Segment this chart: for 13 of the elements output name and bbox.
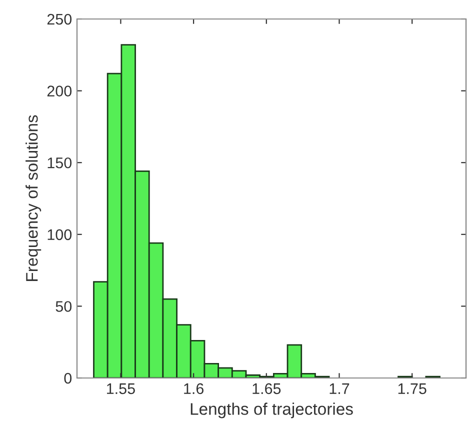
y-tick-label: 50 xyxy=(56,301,72,312)
y-tick-label: 0 xyxy=(64,372,72,384)
x-tick-label: 1.75 xyxy=(398,383,426,394)
y-tick-label: 250 xyxy=(47,14,72,25)
y-tick-label: 150 xyxy=(48,157,72,168)
y-tick-label: 200 xyxy=(47,86,72,96)
y-tick-label: 100 xyxy=(48,229,72,240)
y-axis-title: Frequency of solutions xyxy=(26,115,42,281)
x-tick-label: 1.65 xyxy=(252,383,281,394)
x-axis-title: Lengths of trajectories xyxy=(190,402,353,418)
x-tick-label: 1.55 xyxy=(107,383,135,394)
x-tick-label: 1.6 xyxy=(184,383,204,394)
x-tick-label: 1.7 xyxy=(330,383,350,394)
